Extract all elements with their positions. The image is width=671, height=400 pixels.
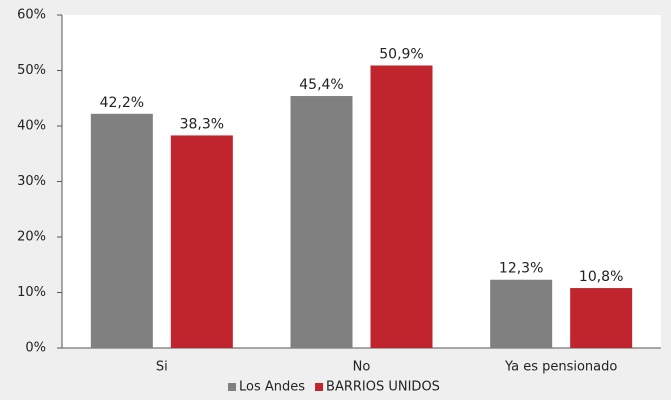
x-tick-label: Ya es pensionado bbox=[504, 360, 617, 375]
y-tick-label: 10% bbox=[17, 285, 46, 300]
bar bbox=[490, 279, 553, 348]
value-label: 10,8% bbox=[579, 269, 623, 285]
value-label: 45,4% bbox=[299, 77, 343, 93]
y-tick-label: 0% bbox=[25, 341, 46, 356]
bar bbox=[370, 65, 433, 348]
plot-area bbox=[62, 15, 661, 348]
y-tick-label: 60% bbox=[17, 8, 46, 23]
bar bbox=[170, 135, 233, 348]
legend-swatch bbox=[315, 383, 324, 391]
value-label: 50,9% bbox=[379, 47, 423, 63]
x-tick-label: Si bbox=[156, 360, 168, 375]
legend-swatch bbox=[228, 383, 236, 391]
x-tick-label: No bbox=[353, 360, 371, 375]
value-label: 12,3% bbox=[499, 261, 543, 277]
value-label: 42,2% bbox=[100, 95, 144, 111]
y-tick-label: 20% bbox=[17, 230, 46, 245]
bar bbox=[290, 96, 353, 348]
legend-label: BARRIOS UNIDOS bbox=[326, 380, 440, 395]
bar bbox=[90, 113, 153, 348]
legend-label: Los Andes bbox=[239, 380, 305, 395]
bar bbox=[570, 288, 633, 348]
y-tick-label: 50% bbox=[17, 63, 46, 78]
value-label: 38,3% bbox=[180, 116, 224, 132]
y-tick-label: 40% bbox=[17, 119, 46, 134]
y-tick-label: 30% bbox=[17, 174, 46, 189]
